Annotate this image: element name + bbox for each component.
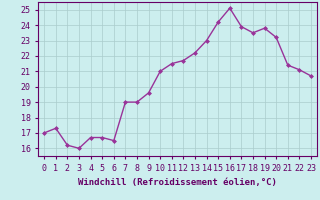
X-axis label: Windchill (Refroidissement éolien,°C): Windchill (Refroidissement éolien,°C)	[78, 178, 277, 187]
